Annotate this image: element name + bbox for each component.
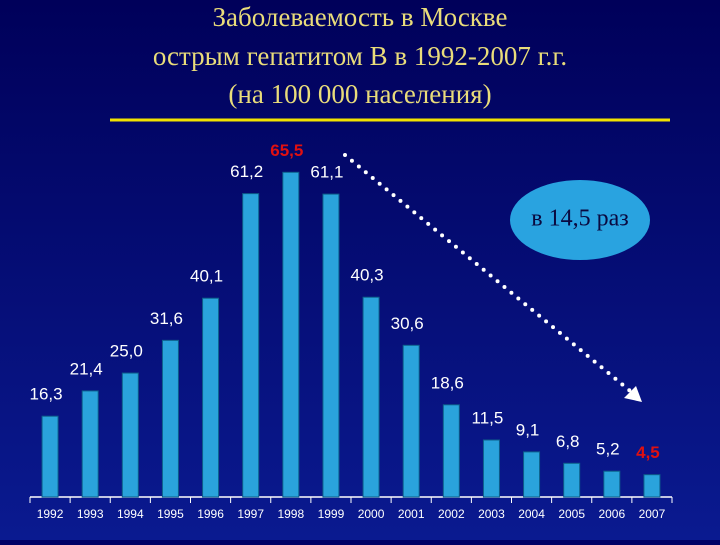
value-label: 9,1 xyxy=(516,420,540,439)
value-label: 4,5 xyxy=(636,443,660,462)
x-tick-label: 2001 xyxy=(398,507,425,521)
bar xyxy=(202,297,220,498)
x-tick-label: 1992 xyxy=(37,507,64,521)
value-label: 40,1 xyxy=(190,267,223,286)
x-tick-label: 2000 xyxy=(358,507,385,521)
x-tick-label: 2002 xyxy=(438,507,465,521)
bar xyxy=(402,344,420,498)
trend-arrow xyxy=(343,153,637,397)
value-label: 6,8 xyxy=(556,432,580,451)
annotation-bubble xyxy=(510,180,650,260)
value-label: 40,3 xyxy=(351,266,384,285)
bar xyxy=(282,171,300,498)
bar xyxy=(603,470,621,498)
bar xyxy=(643,474,661,498)
bar xyxy=(121,372,139,498)
x-tick-label: 2006 xyxy=(598,507,625,521)
bar xyxy=(442,404,460,498)
value-label: 61,2 xyxy=(230,162,263,181)
value-label: 16,3 xyxy=(30,385,63,404)
bar xyxy=(322,193,340,498)
bar xyxy=(563,462,581,498)
value-label: 21,4 xyxy=(70,359,103,378)
bar xyxy=(41,415,59,498)
x-tick-label: 1999 xyxy=(318,507,345,521)
x-tick-label: 1993 xyxy=(77,507,104,521)
value-label: 18,6 xyxy=(431,373,464,392)
bar xyxy=(523,451,541,498)
value-label: 65,5 xyxy=(270,141,303,160)
value-label: 31,6 xyxy=(150,309,183,328)
x-tick-label: 1998 xyxy=(277,507,304,521)
title-line: (на 100 000 населения) xyxy=(228,79,491,109)
value-label: 11,5 xyxy=(472,408,504,427)
x-tick-label: 1994 xyxy=(117,507,144,521)
bar xyxy=(81,390,99,498)
bar xyxy=(362,296,380,498)
x-tick-label: 2004 xyxy=(518,507,545,521)
x-tick-label: 2003 xyxy=(478,507,505,521)
x-tick-label: 1997 xyxy=(237,507,264,521)
bar xyxy=(242,193,260,498)
bar xyxy=(482,439,500,498)
bar xyxy=(161,339,179,498)
arrow-head xyxy=(624,386,642,402)
x-tick-label: 1996 xyxy=(197,507,224,521)
annotation: в 14,5 раз xyxy=(531,206,628,232)
x-tick-label: 2005 xyxy=(558,507,585,521)
value-label: 61,1 xyxy=(310,163,343,182)
value-label: 5,2 xyxy=(596,440,620,459)
x-tick-label: 1995 xyxy=(157,507,184,521)
title-line: Заболеваемость в Москве xyxy=(213,2,508,32)
x-tick-label: 2007 xyxy=(639,507,666,521)
title-line: острым гепатитом В в 1992-2007 г.г. xyxy=(153,41,567,71)
value-label: 30,6 xyxy=(391,314,424,333)
value-label: 25,0 xyxy=(110,342,143,361)
